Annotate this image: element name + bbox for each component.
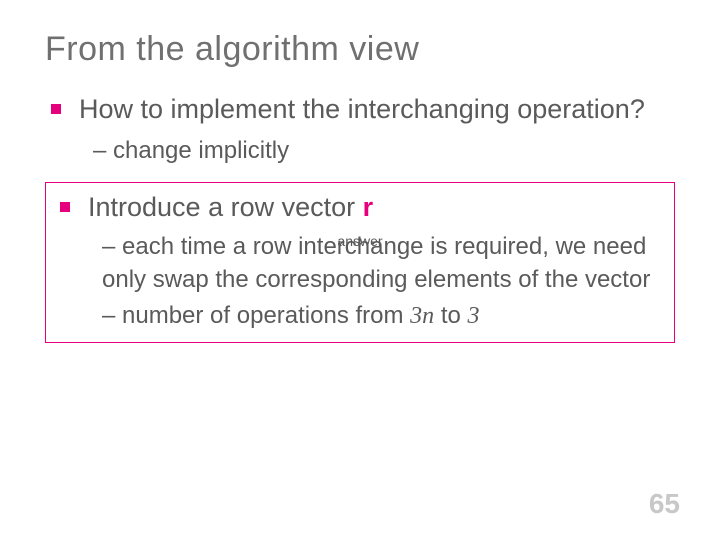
answer-main-text: Introduce a row vector r bbox=[88, 189, 373, 225]
answer-sub-bullet: – each time a row interchange is require… bbox=[54, 231, 666, 296]
vector-symbol: r bbox=[363, 192, 374, 222]
sub-bullet-text: – change implicitly bbox=[93, 137, 289, 164]
answer-sub-bullet: – number of operations from 3n to 3 bbox=[54, 300, 666, 332]
answer-main-bullet: Introduce a row vector r bbox=[54, 189, 666, 225]
slide: From the algorithm view How to implement… bbox=[0, 0, 720, 540]
page-number: 65 bbox=[649, 488, 680, 520]
answer-sub-text: – number of operations from 3n to 3 bbox=[102, 302, 480, 329]
slide-title: From the algorithm view bbox=[45, 30, 675, 69]
math-expr: 3n bbox=[410, 303, 434, 329]
bullet-item: How to implement the interchanging opera… bbox=[45, 91, 675, 127]
bullet-marker-icon bbox=[51, 104, 61, 114]
sub-bullet-item: – change implicitly bbox=[45, 135, 675, 167]
answer-box: answer Introduce a row vector r – each t… bbox=[45, 182, 675, 344]
answer-sub-text: – each time a row interchange is require… bbox=[102, 233, 650, 292]
math-expr: 3 bbox=[468, 303, 480, 329]
bullet-marker-icon bbox=[60, 202, 70, 212]
bullet-text: How to implement the interchanging opera… bbox=[79, 91, 645, 127]
